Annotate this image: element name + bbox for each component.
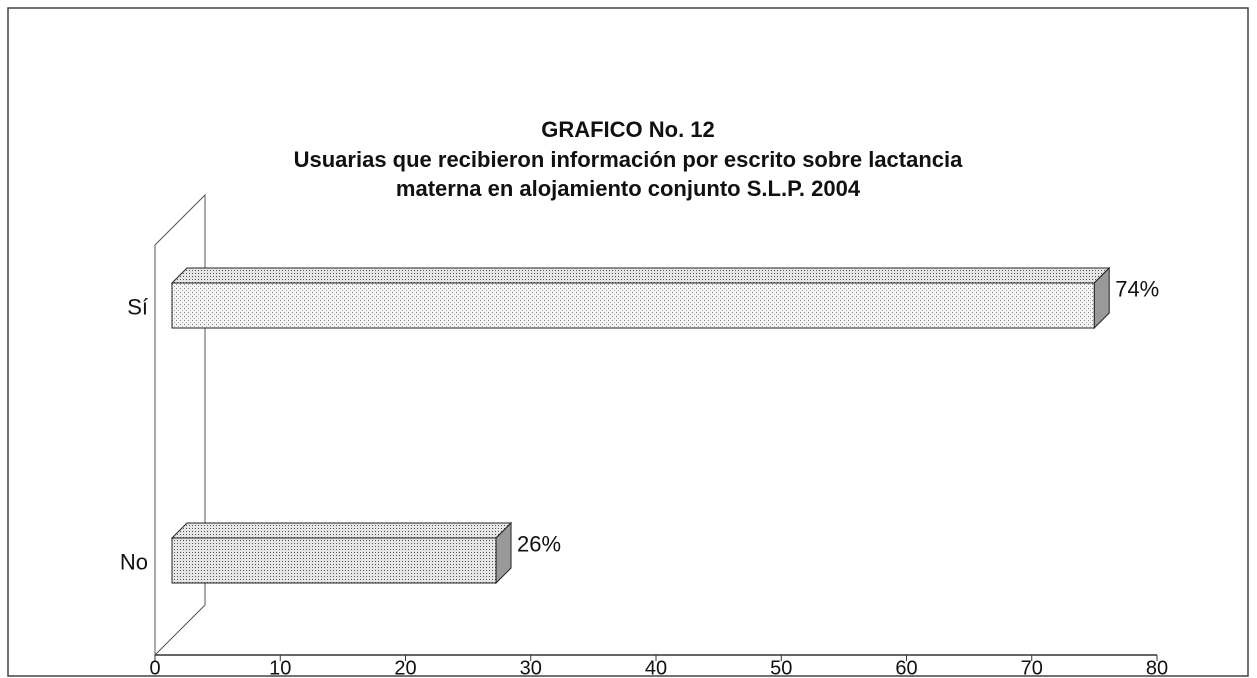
y-tick-label: No bbox=[120, 549, 148, 574]
data-label: 74% bbox=[1115, 276, 1159, 301]
x-tick-label: 20 bbox=[394, 657, 416, 678]
x-tick-label: 70 bbox=[1021, 657, 1043, 678]
bar-front bbox=[171, 537, 497, 584]
bar-top bbox=[170, 267, 1111, 284]
bar bbox=[170, 266, 1111, 330]
bar-top bbox=[170, 522, 513, 539]
chart-title: GRAFICO No. 12 bbox=[541, 117, 715, 142]
bar bbox=[170, 521, 513, 585]
chart-subtitle: materna en alojamiento conjunto S.L.P. 2… bbox=[396, 176, 861, 201]
x-tick-label: 10 bbox=[269, 657, 291, 678]
back-wall bbox=[154, 193, 206, 657]
x-tick-label: 40 bbox=[645, 657, 667, 678]
bar-front bbox=[171, 282, 1095, 329]
data-label: 26% bbox=[517, 531, 561, 556]
chart-border bbox=[7, 7, 1249, 677]
x-tick-label: 30 bbox=[520, 657, 542, 678]
y-tick-label: Sí bbox=[127, 294, 148, 319]
chart-subtitle: Usuarias que recibieron información por … bbox=[294, 147, 964, 172]
x-tick-label: 80 bbox=[1146, 657, 1168, 678]
x-tick-label: 50 bbox=[770, 657, 792, 678]
x-tick-label: 60 bbox=[895, 657, 917, 678]
x-tick-label: 0 bbox=[149, 657, 160, 678]
